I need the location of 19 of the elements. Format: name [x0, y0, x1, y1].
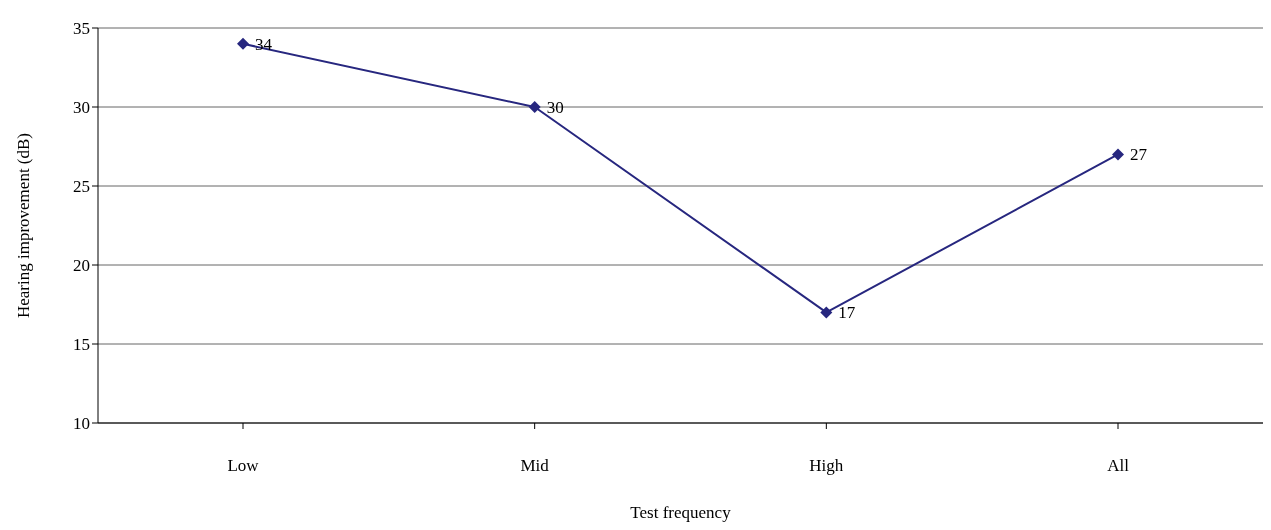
point	[528, 101, 541, 113]
data-label: 30	[546, 98, 564, 118]
y-tick-label: 20	[73, 256, 90, 276]
x-tick-label: High	[809, 456, 844, 476]
y-tick-label: 10	[73, 414, 90, 434]
y-tick-label: 35	[73, 19, 90, 39]
point	[1112, 148, 1124, 161]
x-axis-title: Test frequency	[630, 503, 732, 522]
y-tick-label: 25	[73, 177, 90, 197]
x-tick-label: All	[1107, 456, 1130, 476]
point	[237, 37, 249, 50]
data-label: 27	[1130, 145, 1148, 165]
data-label: 17	[838, 303, 856, 323]
y-axis-title: Hearing improvement (dB)	[14, 132, 34, 319]
y-tick-label: 15	[73, 335, 90, 355]
y-tick-label: 30	[73, 98, 90, 118]
point	[820, 306, 833, 319]
x-tick-label: Mid	[520, 456, 550, 476]
x-tick-label: Low	[227, 456, 260, 476]
